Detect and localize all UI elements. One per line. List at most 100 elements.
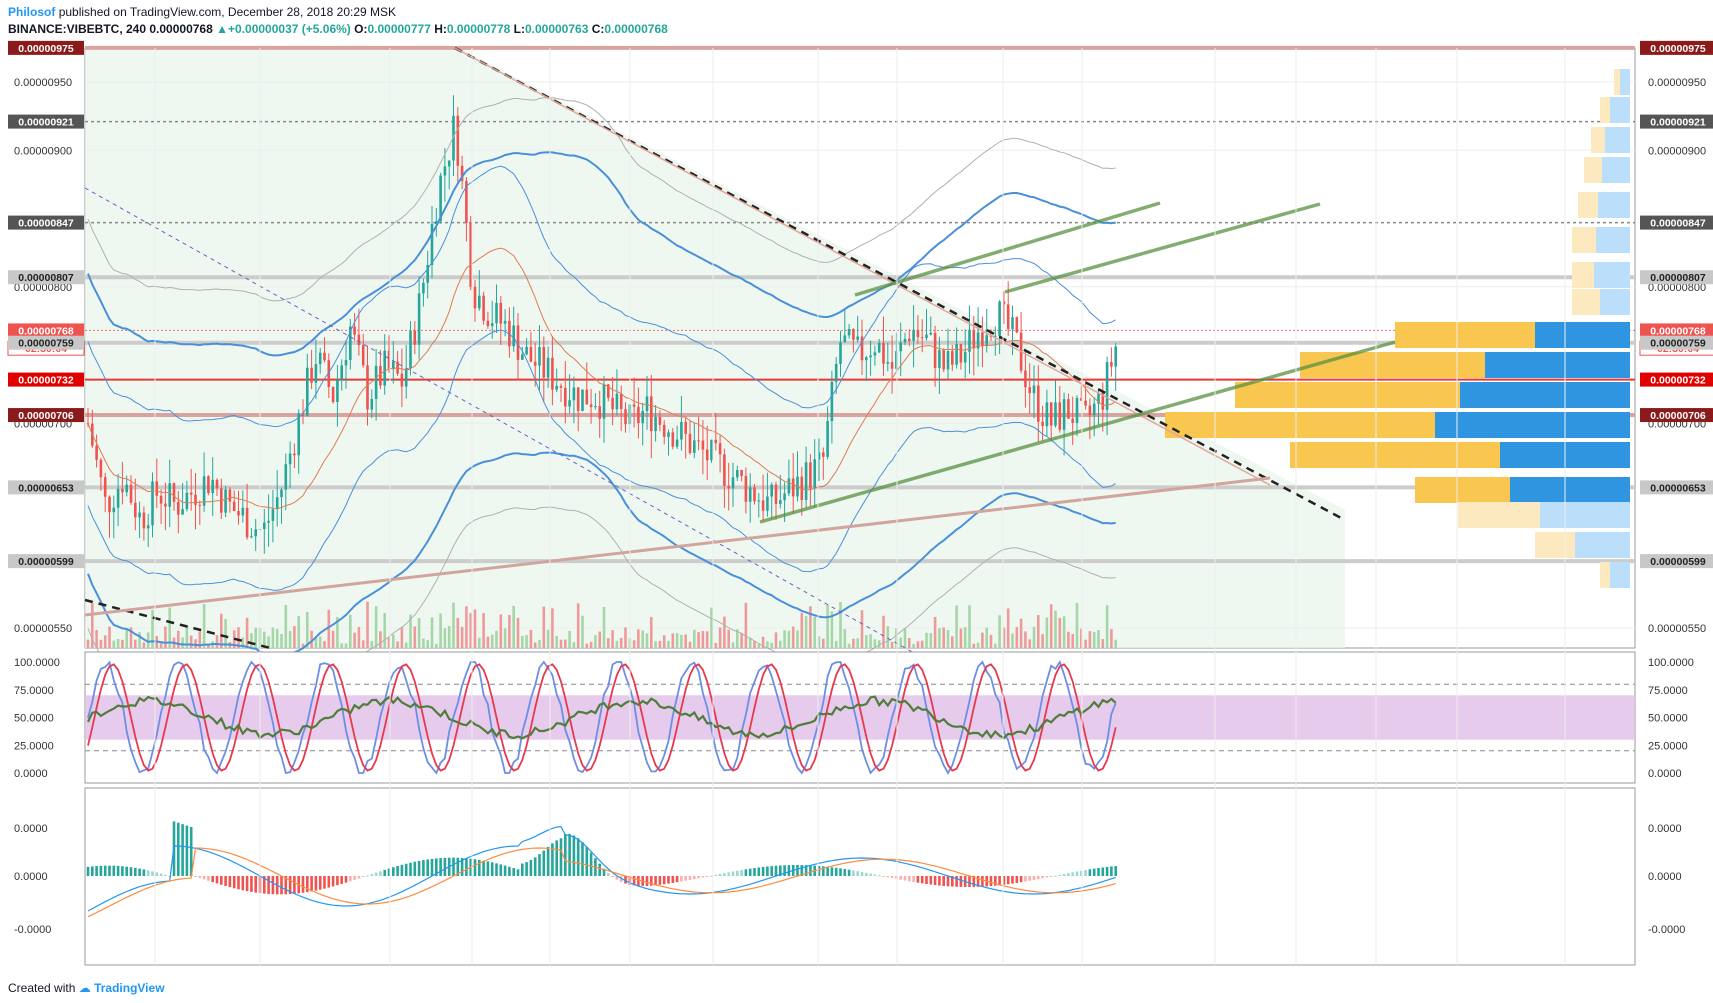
- macd-hist-bar: [439, 858, 442, 876]
- macd-tick-left: 0.0000: [14, 823, 48, 835]
- price-tag-left: [8, 408, 84, 423]
- macd-hist-bar: [705, 876, 709, 877]
- macd-hist-bar: [568, 833, 571, 876]
- macd-hist-bar: [151, 871, 154, 876]
- volume-bar: [654, 641, 657, 648]
- candle-body: [1114, 346, 1117, 367]
- price-tag-left: [8, 480, 84, 495]
- candle-body: [95, 445, 98, 460]
- candle-body: [1067, 399, 1070, 419]
- candle-body: [318, 352, 322, 365]
- macd-hist-bar: [116, 865, 120, 876]
- chart-canvas[interactable]: 0.00000950 0.00000950 0.00000900 0.00000900…: [0, 40, 1713, 975]
- macd-hist-bar: [495, 863, 498, 876]
- macd-hist-bar: [409, 862, 412, 876]
- macd-hist-bar: [383, 869, 386, 876]
- price-tag-right: [1640, 270, 1713, 285]
- volume-bar: [1075, 602, 1079, 648]
- candle-body: [1006, 304, 1010, 330]
- author-link[interactable]: Philosof: [8, 5, 56, 19]
- candle-body: [323, 352, 326, 361]
- macd-hist-bar: [740, 870, 743, 876]
- volume-bar: [779, 640, 782, 648]
- volume-bar: [473, 609, 477, 648]
- macd-hist-bar: [916, 876, 920, 883]
- price-tag-text-right: 0.00000732: [1650, 375, 1706, 387]
- volume-bar: [766, 641, 769, 648]
- candle-body: [697, 440, 700, 442]
- candle-body: [744, 475, 748, 502]
- candle-body: [779, 500, 782, 504]
- macd-hist-bar: [994, 876, 997, 886]
- volume-bar: [688, 641, 692, 648]
- macd-hist-bar: [834, 867, 838, 876]
- volume-bar: [933, 616, 937, 648]
- volume-bar: [675, 633, 679, 648]
- macd-hist-bar: [581, 842, 584, 876]
- macd-hist-bar: [1080, 870, 1083, 876]
- volume-bar: [1041, 634, 1044, 648]
- volume-bar: [951, 636, 954, 648]
- volume-profile-down: [1235, 382, 1460, 408]
- macd-hist-bar: [404, 863, 408, 876]
- macd-hist-bar: [129, 867, 133, 876]
- candle-body: [1032, 385, 1036, 394]
- volume-bar: [314, 636, 318, 648]
- macd-hist-bar: [598, 863, 601, 876]
- volume-bar: [275, 629, 279, 648]
- macd-hist-bar: [809, 865, 812, 876]
- rsi-tick-right: 50.0000: [1648, 713, 1688, 725]
- tradingview-link[interactable]: TradingView: [94, 981, 165, 995]
- candle-body: [469, 222, 472, 287]
- y-tick-left: 0.00000800: [14, 282, 72, 294]
- macd-hist-bar: [232, 876, 236, 889]
- candle-body: [198, 504, 202, 506]
- macd-tick-right: 0.0000: [1648, 871, 1682, 883]
- macd-pane[interactable]: 0.0000 0.0000 0.0000 0.0000 -0.0000 -0.0000: [14, 787, 1685, 966]
- candle-body: [306, 367, 309, 416]
- macd-hist-bar: [417, 860, 421, 876]
- volume-bar: [1002, 627, 1006, 648]
- macd-hist-bar: [632, 876, 636, 886]
- candle-body: [766, 496, 769, 511]
- volume-profile-up: [1510, 477, 1630, 503]
- volume-bar: [103, 635, 107, 648]
- candle-body: [508, 320, 511, 347]
- volume-bar: [981, 632, 984, 648]
- macd-hist-bar: [392, 867, 395, 876]
- volume-bar: [86, 639, 90, 648]
- volume-bar: [1105, 605, 1109, 648]
- volume-profile-down: [1535, 532, 1575, 558]
- macd-hist-bar: [779, 865, 782, 876]
- volume-profile-up: [1575, 532, 1630, 558]
- price-tag-right: [1640, 372, 1713, 387]
- volume-bar: [667, 640, 670, 648]
- close-label: C:: [591, 22, 605, 36]
- macd-hist-bar: [142, 869, 146, 876]
- volume-bar: [422, 638, 425, 648]
- price-pane[interactable]: 0.00000950 0.00000950 0.00000900 0.00000900…: [7, 40, 1713, 711]
- volume-bar: [1015, 627, 1019, 648]
- candle-body: [920, 337, 924, 339]
- volume-bar: [460, 626, 464, 648]
- candle-body: [662, 424, 666, 437]
- macd-hist-bar: [615, 876, 619, 880]
- volume-bar: [865, 635, 868, 648]
- macd-hist-bar: [413, 861, 417, 876]
- candle-body: [1080, 398, 1083, 401]
- volume-bar: [301, 643, 305, 648]
- volume-bar: [598, 631, 601, 648]
- volume-profile-down: [1395, 322, 1535, 348]
- price-tag-left: [8, 215, 84, 230]
- time-axis[interactable]: 2226Dec471013172024272019471014: [149, 48, 1571, 975]
- macd-hist-bar: [452, 857, 455, 876]
- volume-profile-down: [1578, 192, 1598, 218]
- stoch-rsi-pane[interactable]: 100.0000 100.0000 75.0000 75.0000 50.0000 50.…: [14, 651, 1694, 784]
- volume-bar: [787, 630, 791, 648]
- volume-bar: [740, 632, 743, 648]
- volume-bar: [662, 635, 666, 648]
- volume-bar: [916, 641, 920, 648]
- symbol-name: BINANCE:VIBEBTC, 240: [8, 22, 147, 36]
- candle-body: [1037, 385, 1040, 422]
- volume-bar: [435, 643, 438, 648]
